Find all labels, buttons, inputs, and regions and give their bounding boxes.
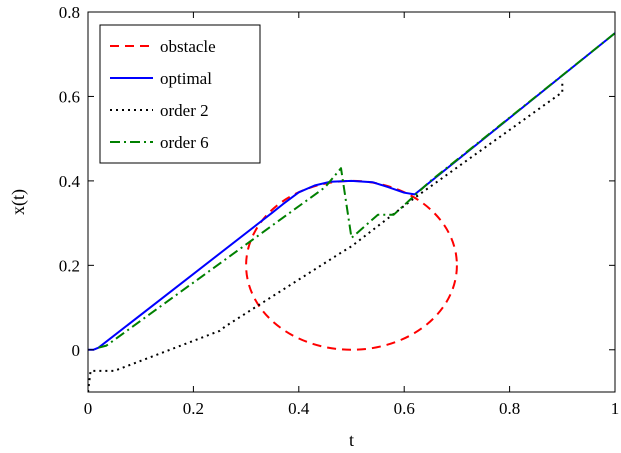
plot-lines (88, 32, 615, 392)
x-tick-label: 1 (611, 399, 620, 418)
y-tick-label: 0.6 (59, 87, 80, 106)
y-tick-label: 0.8 (59, 3, 80, 22)
legend-label-order-6: order 6 (160, 133, 209, 152)
x-tick-label: 0.2 (183, 399, 204, 418)
y-axis-label: x(t) (8, 189, 29, 215)
legend-label-obstacle: obstacle (160, 37, 216, 56)
y-tick-label: 0.4 (59, 172, 81, 191)
legend-label-optimal: optimal (160, 69, 212, 88)
legend-box (99, 24, 261, 164)
x-axis-label: t (349, 430, 354, 450)
x-tick-label: 0.8 (499, 399, 520, 418)
x-tick-label: 0 (84, 399, 93, 418)
x-tick-label: 0.4 (288, 399, 310, 418)
x-tick-label: 0.6 (394, 399, 415, 418)
series-optimal (88, 32, 615, 351)
axis-ticks: 0 0.2 0.4 0.6 0.8 1 0 0.2 0.4 0.6 0.8 (59, 3, 620, 418)
plot-frame (87, 11, 616, 393)
series-obstacle (245, 179, 458, 351)
y-tick-label: 0.2 (59, 256, 80, 275)
legend-label-order-2: order 2 (160, 101, 209, 120)
y-tick-label: 0 (72, 341, 81, 360)
legend: obstacle optimal order 2 order 6 (99, 24, 261, 164)
